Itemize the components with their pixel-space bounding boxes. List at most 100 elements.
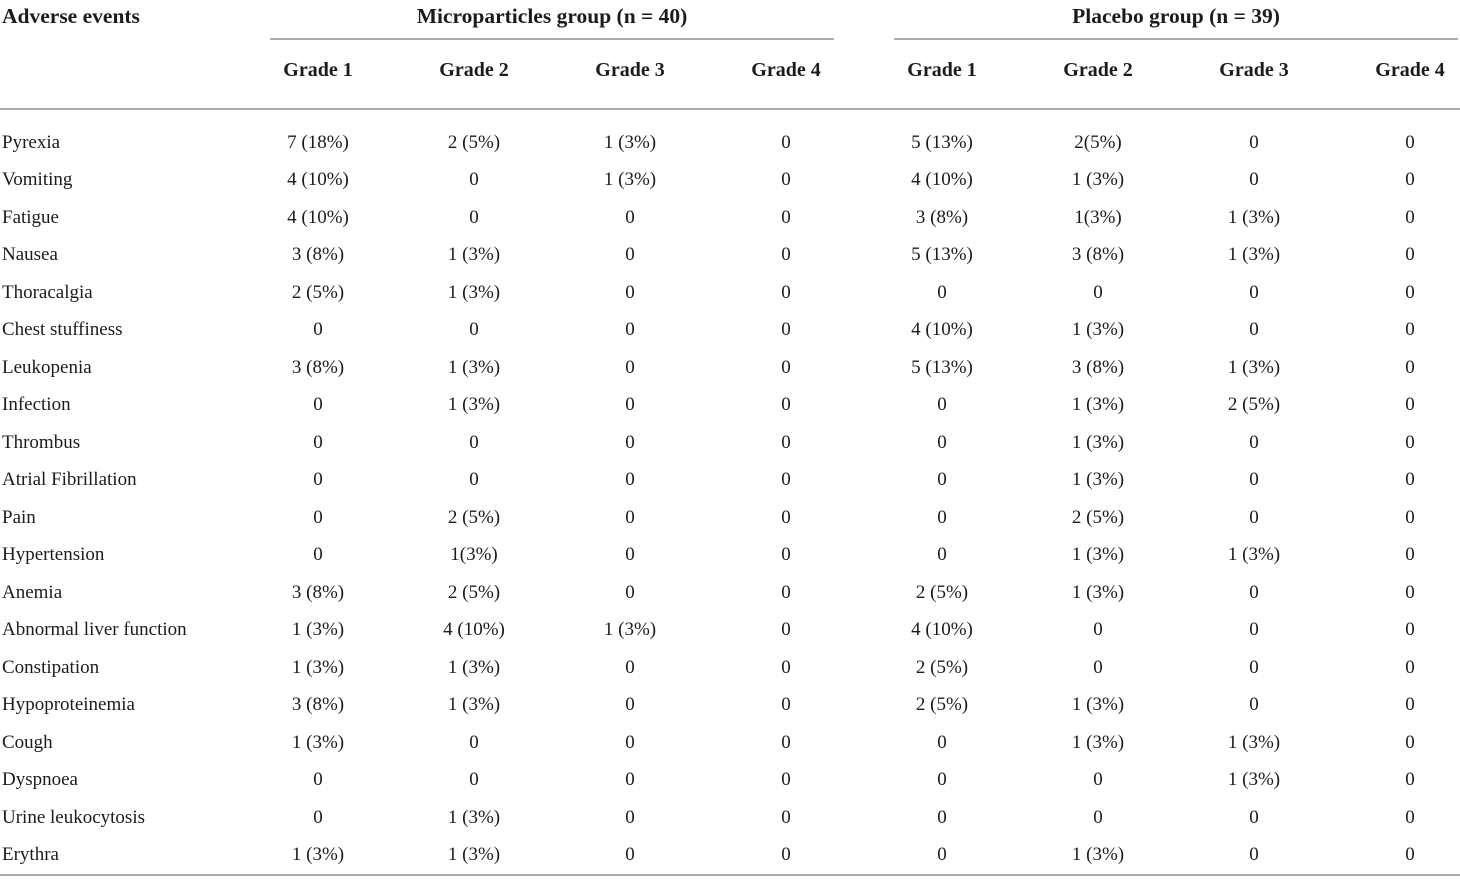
value-cell: 0 bbox=[781, 394, 791, 416]
value-cell: 0 bbox=[1405, 281, 1415, 303]
value-cell: 1 (3%) bbox=[291, 619, 345, 641]
table-row: Dyspnoea 0 0 0 0 0 0 1 (3%) 0 bbox=[0, 761, 1460, 799]
value-cell: 1 (3%) bbox=[1227, 206, 1281, 228]
value-cell: 2 (5%) bbox=[447, 506, 501, 528]
table-row: Leukopenia 3 (8%) 1 (3%) 0 0 5 (13%) 3 (8%) 1 (… bbox=[0, 349, 1460, 387]
value-cell: 0 bbox=[937, 769, 947, 791]
value-cell: 0 bbox=[781, 806, 791, 828]
event-label: Constipation bbox=[2, 656, 100, 678]
group-header-microparticles: Microparticles group (n = 40) bbox=[240, 0, 864, 40]
value-cell: 0 bbox=[781, 619, 791, 641]
value-cell: 0 bbox=[1249, 506, 1259, 528]
value-cell: 0 bbox=[1093, 619, 1103, 641]
value-cell: 0 bbox=[1176, 836, 1332, 876]
value-cell: 4 (10%) bbox=[287, 206, 349, 228]
value-cell: 0 bbox=[469, 469, 479, 491]
value-cell: 0 bbox=[1405, 694, 1415, 716]
value-cell: 1 (3%) bbox=[1071, 544, 1125, 566]
value-cell: 0 bbox=[313, 769, 323, 791]
value-cell: 1 (3%) bbox=[447, 394, 501, 416]
value-cell: 2(5%) bbox=[1074, 131, 1122, 153]
value-cell: 0 bbox=[1405, 769, 1415, 791]
value-cell: 2 (5%) bbox=[291, 281, 345, 303]
value-cell: 1 (3%) bbox=[240, 836, 396, 876]
value-cell: 0 bbox=[937, 506, 947, 528]
value-cell: 0 bbox=[1332, 836, 1460, 876]
value-cell: 0 bbox=[781, 131, 791, 153]
value-cell: 4 (10%) bbox=[911, 619, 973, 641]
value-cell: 0 bbox=[937, 394, 947, 416]
value-cell: 0 bbox=[625, 394, 635, 416]
value-cell: 1 (3%) bbox=[447, 244, 501, 266]
value-cell: 0 bbox=[625, 469, 635, 491]
value-cell: 1 (3%) bbox=[447, 694, 501, 716]
value-cell: 0 bbox=[469, 319, 479, 341]
value-cell: 1 (3%) bbox=[1071, 319, 1125, 341]
value-cell: 3 (8%) bbox=[1071, 356, 1125, 378]
table-row: Thrombus 0 0 0 0 0 1 (3%) 0 0 bbox=[0, 424, 1460, 462]
value-cell: 1 (3%) bbox=[396, 836, 552, 876]
value-cell: 0 bbox=[313, 319, 323, 341]
event-label: Atrial Fibrillation bbox=[2, 469, 137, 491]
value-cell: 0 bbox=[625, 244, 635, 266]
value-cell: 0 bbox=[1249, 131, 1259, 153]
value-cell: 1 (3%) bbox=[1071, 394, 1125, 416]
value-cell: 0 bbox=[625, 356, 635, 378]
event-label: Fatigue bbox=[2, 206, 59, 228]
value-cell: 0 bbox=[1405, 394, 1415, 416]
value-cell: 4 (10%) bbox=[911, 319, 973, 341]
value-cell: 0 bbox=[1405, 619, 1415, 641]
value-cell: 0 bbox=[1405, 469, 1415, 491]
value-cell: 1(3%) bbox=[450, 544, 498, 566]
value-cell: 0 bbox=[781, 469, 791, 491]
value-cell: 1 (3%) bbox=[291, 731, 345, 753]
value-cell: 0 bbox=[469, 731, 479, 753]
value-cell: 0 bbox=[781, 169, 791, 191]
value-cell: 1 (3%) bbox=[1071, 581, 1125, 603]
value-cell: 0 bbox=[313, 394, 323, 416]
group-label-placebo: Placebo group (n = 39) bbox=[1072, 4, 1280, 28]
group-header-placebo: Placebo group (n = 39) bbox=[864, 0, 1460, 40]
value-cell: 1 (3%) bbox=[447, 281, 501, 303]
value-cell: 3 (8%) bbox=[291, 244, 345, 266]
value-cell: 3 (8%) bbox=[291, 356, 345, 378]
value-cell: 0 bbox=[313, 506, 323, 528]
value-cell: 1 (3%) bbox=[291, 656, 345, 678]
event-label: Infection bbox=[2, 394, 71, 416]
value-cell: 0 bbox=[313, 806, 323, 828]
value-cell: 0 bbox=[1249, 694, 1259, 716]
value-cell: 0 bbox=[625, 431, 635, 453]
value-cell: 0 bbox=[1249, 319, 1259, 341]
value-cell: 0 bbox=[781, 581, 791, 603]
table-row: Anemia 3 (8%) 2 (5%) 0 0 2 (5%) 1 (3%) 0 0 bbox=[0, 574, 1460, 612]
value-cell: 0 bbox=[469, 431, 479, 453]
value-cell: 0 bbox=[781, 244, 791, 266]
value-cell: 2 (5%) bbox=[447, 581, 501, 603]
value-cell: 1 (3%) bbox=[1071, 431, 1125, 453]
value-cell: 0 bbox=[625, 581, 635, 603]
value-cell: 1 (3%) bbox=[1227, 356, 1281, 378]
group-header-row: Adverse events Microparticles group (n =… bbox=[0, 0, 1460, 40]
event-label: Dyspnoea bbox=[2, 769, 78, 791]
value-cell: 1 (3%) bbox=[447, 806, 501, 828]
value-cell: 0 bbox=[625, 694, 635, 716]
event-label: Pain bbox=[2, 506, 36, 528]
value-cell: 0 bbox=[781, 319, 791, 341]
value-cell: 1 (3%) bbox=[447, 656, 501, 678]
value-cell: 0 bbox=[625, 769, 635, 791]
value-cell: 0 bbox=[937, 281, 947, 303]
value-cell: 1(3%) bbox=[1074, 206, 1122, 228]
value-cell: 3 (8%) bbox=[1071, 244, 1125, 266]
event-label: Chest stuffiness bbox=[2, 319, 123, 341]
adverse-events-header: Adverse events bbox=[2, 4, 140, 28]
value-cell: 0 bbox=[1405, 506, 1415, 528]
value-cell: 0 bbox=[625, 544, 635, 566]
value-cell: 1 (3%) bbox=[1227, 244, 1281, 266]
value-cell: 1 (3%) bbox=[447, 356, 501, 378]
table-row: Thoracalgia 2 (5%) 1 (3%) 0 0 0 0 0 0 bbox=[0, 274, 1460, 312]
value-cell: 0 bbox=[1405, 131, 1415, 153]
value-cell: 0 bbox=[864, 836, 1020, 876]
value-cell: 5 (13%) bbox=[911, 131, 973, 153]
value-cell: 0 bbox=[1405, 319, 1415, 341]
